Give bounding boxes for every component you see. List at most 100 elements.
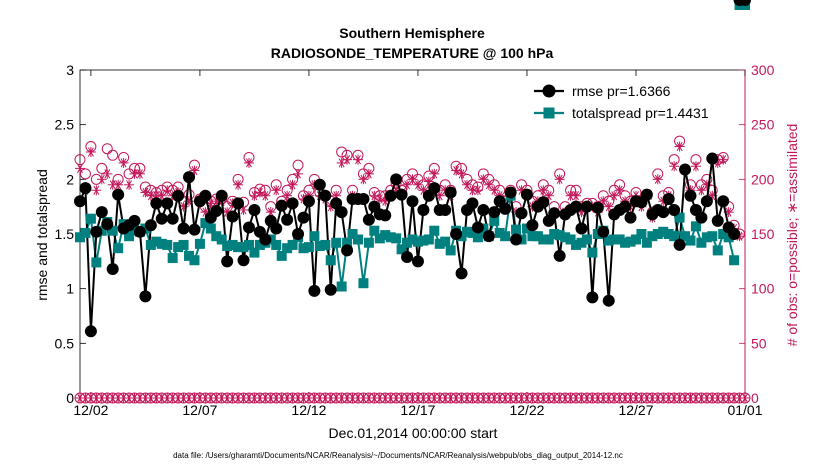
possible-obs-point bbox=[101, 143, 113, 155]
totalspread-point bbox=[380, 230, 391, 241]
totalspread-point bbox=[298, 243, 309, 254]
rmse-point bbox=[286, 197, 299, 210]
totalspread-point bbox=[113, 243, 124, 254]
legend: rmse pr=1.6366 totalspread pr=1.4431 bbox=[528, 76, 733, 126]
rmse-point bbox=[717, 195, 730, 208]
data-file-footnote: data file: /Users/gharamti/Documents/NCA… bbox=[173, 451, 623, 460]
assimilated-obs-point bbox=[282, 190, 293, 201]
y-right-tick-label: 50 bbox=[751, 335, 767, 351]
assimilated-obs-point bbox=[358, 174, 369, 185]
rmse-point bbox=[662, 193, 675, 206]
assimilated-obs-point bbox=[603, 201, 614, 212]
totalspread-point bbox=[521, 223, 532, 234]
chart-subtitle: RADIOSONDE_TEMPERATURE @ 100 hPa bbox=[271, 45, 554, 61]
totalspread-point bbox=[723, 232, 734, 243]
totalspread-point bbox=[369, 225, 380, 236]
totalspread-point bbox=[636, 229, 647, 239]
totalspread-point bbox=[211, 231, 222, 242]
rmse-point bbox=[161, 197, 174, 210]
assimilated-obs-point bbox=[652, 174, 663, 185]
totalspread-point bbox=[407, 234, 418, 245]
y-right-tick-label: 250 bbox=[751, 117, 775, 133]
rmse-point bbox=[455, 267, 468, 280]
totalspread-point bbox=[162, 239, 173, 250]
rmse-point bbox=[281, 213, 294, 226]
rmse-point bbox=[133, 225, 146, 238]
x-tick-label: 12/27 bbox=[618, 402, 653, 418]
totalspread-point bbox=[107, 225, 118, 236]
totalspread-point bbox=[690, 221, 701, 232]
totalspread-point bbox=[91, 257, 102, 268]
rmse-point bbox=[172, 189, 185, 202]
totalspread-point bbox=[434, 238, 445, 249]
rmse-point bbox=[319, 189, 332, 202]
rmse-point bbox=[379, 209, 392, 222]
totalspread-point bbox=[276, 250, 287, 261]
y-right-tick-label: 100 bbox=[751, 281, 775, 297]
totalspread-point bbox=[227, 239, 238, 250]
rmse-point bbox=[270, 222, 283, 235]
totalspread-point bbox=[641, 237, 652, 248]
rmse-point bbox=[640, 188, 653, 201]
assimilated-obs-point bbox=[85, 147, 96, 157]
totalspread-point bbox=[194, 238, 205, 249]
rmse-point bbox=[619, 200, 632, 213]
totalspread-point bbox=[282, 243, 293, 254]
rmse-point bbox=[439, 203, 452, 216]
assimilated-obs-point bbox=[669, 161, 680, 172]
y-tick-label: 1 bbox=[66, 281, 74, 297]
rmse-point bbox=[395, 188, 408, 201]
rmse-point bbox=[728, 228, 741, 240]
rmse-point bbox=[515, 207, 528, 220]
assimilated-obs-point bbox=[102, 168, 113, 179]
rmse-point bbox=[428, 182, 441, 195]
totalspread-point bbox=[205, 223, 216, 234]
rmse-point bbox=[679, 163, 692, 176]
rmse-point bbox=[128, 214, 141, 227]
possible-obs-point bbox=[336, 146, 348, 158]
totalspread-point bbox=[254, 239, 265, 250]
rmse-point bbox=[695, 211, 708, 224]
legend-box bbox=[528, 76, 733, 126]
totalspread-point bbox=[565, 234, 576, 245]
rmse-point bbox=[444, 186, 457, 199]
totalspread-point bbox=[658, 226, 669, 237]
totalspread-point bbox=[527, 231, 538, 242]
rmse-point bbox=[84, 325, 97, 338]
assimilated-obs-point bbox=[674, 141, 685, 152]
totalspread-point bbox=[620, 237, 631, 248]
assimilated-obs-point bbox=[233, 179, 244, 190]
assimilated-obs-point bbox=[124, 179, 135, 190]
assimilated-obs-point bbox=[287, 179, 298, 190]
y-axis-label-right: # of obs: o=possible; ∗=assimilated bbox=[784, 124, 800, 347]
rmse-point bbox=[570, 200, 583, 213]
totalspread-point bbox=[571, 239, 582, 250]
assimilated-obs-point bbox=[472, 185, 483, 196]
rmse-point bbox=[237, 254, 250, 267]
rmse-point bbox=[450, 228, 463, 240]
totalspread-point bbox=[680, 231, 691, 242]
rmse-point bbox=[700, 195, 713, 208]
totalspread-point bbox=[309, 231, 320, 242]
y-right-tick-label: 150 bbox=[751, 226, 775, 242]
assimilated-obs-point bbox=[156, 190, 167, 201]
rmse-point bbox=[324, 283, 337, 296]
chart-title: Southern Hemisphere bbox=[339, 25, 485, 41]
totalspread-point bbox=[402, 237, 413, 248]
rmse-point bbox=[706, 152, 719, 165]
assimilated-obs-point bbox=[363, 168, 374, 179]
rmse-point bbox=[537, 196, 550, 209]
rmse-point bbox=[313, 178, 326, 191]
totalspread-point bbox=[325, 255, 336, 266]
rmse-point bbox=[362, 213, 375, 226]
rmse-point bbox=[144, 219, 157, 232]
totalspread-point bbox=[233, 242, 244, 253]
rmse-point bbox=[357, 193, 370, 206]
totalspread-point bbox=[347, 229, 358, 239]
rmse-point bbox=[739, 0, 751, 6]
totalspread-point bbox=[80, 227, 91, 238]
rmse-point bbox=[335, 206, 348, 219]
totalspread-point bbox=[543, 234, 554, 245]
totalspread-point bbox=[423, 234, 434, 245]
rmse-point bbox=[390, 173, 403, 186]
